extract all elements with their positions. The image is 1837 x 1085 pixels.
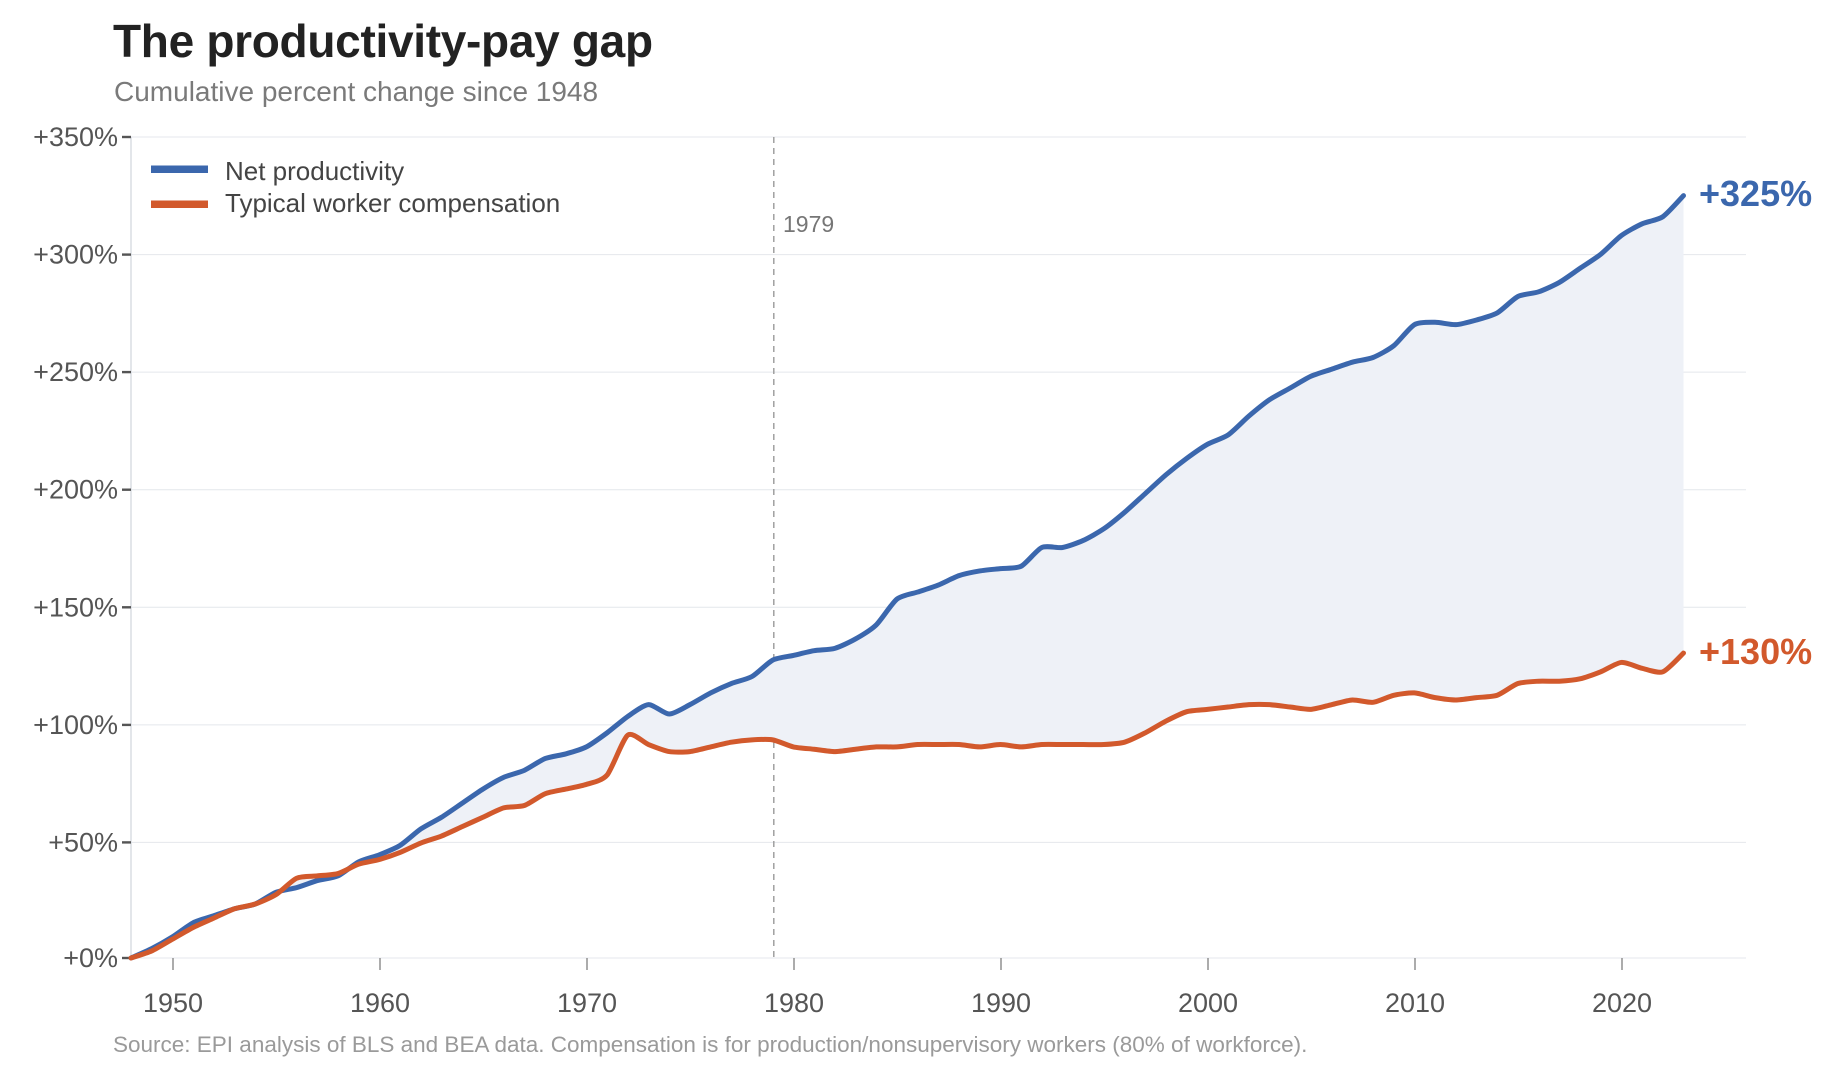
svg-text:+130%: +130% bbox=[1699, 631, 1812, 672]
svg-text:+300%: +300% bbox=[33, 240, 118, 270]
svg-text:1990: 1990 bbox=[971, 988, 1031, 1018]
svg-text:+350%: +350% bbox=[33, 122, 118, 152]
svg-text:+100%: +100% bbox=[33, 710, 118, 740]
svg-text:+50%: +50% bbox=[48, 827, 118, 857]
svg-text:1980: 1980 bbox=[764, 988, 824, 1018]
svg-text:2020: 2020 bbox=[1592, 988, 1652, 1018]
svg-text:+325%: +325% bbox=[1699, 173, 1812, 214]
svg-text:1979: 1979 bbox=[783, 211, 834, 237]
svg-text:Typical worker compensation: Typical worker compensation bbox=[225, 188, 560, 218]
svg-text:Net productivity: Net productivity bbox=[225, 156, 404, 186]
svg-text:2000: 2000 bbox=[1178, 988, 1238, 1018]
svg-text:1950: 1950 bbox=[143, 988, 203, 1018]
svg-text:+250%: +250% bbox=[33, 357, 118, 387]
svg-text:2010: 2010 bbox=[1385, 988, 1445, 1018]
svg-text:1970: 1970 bbox=[557, 988, 617, 1018]
svg-text:1960: 1960 bbox=[350, 988, 410, 1018]
svg-text:+0%: +0% bbox=[63, 943, 118, 973]
svg-text:+150%: +150% bbox=[33, 592, 118, 622]
svg-text:+200%: +200% bbox=[33, 475, 118, 505]
